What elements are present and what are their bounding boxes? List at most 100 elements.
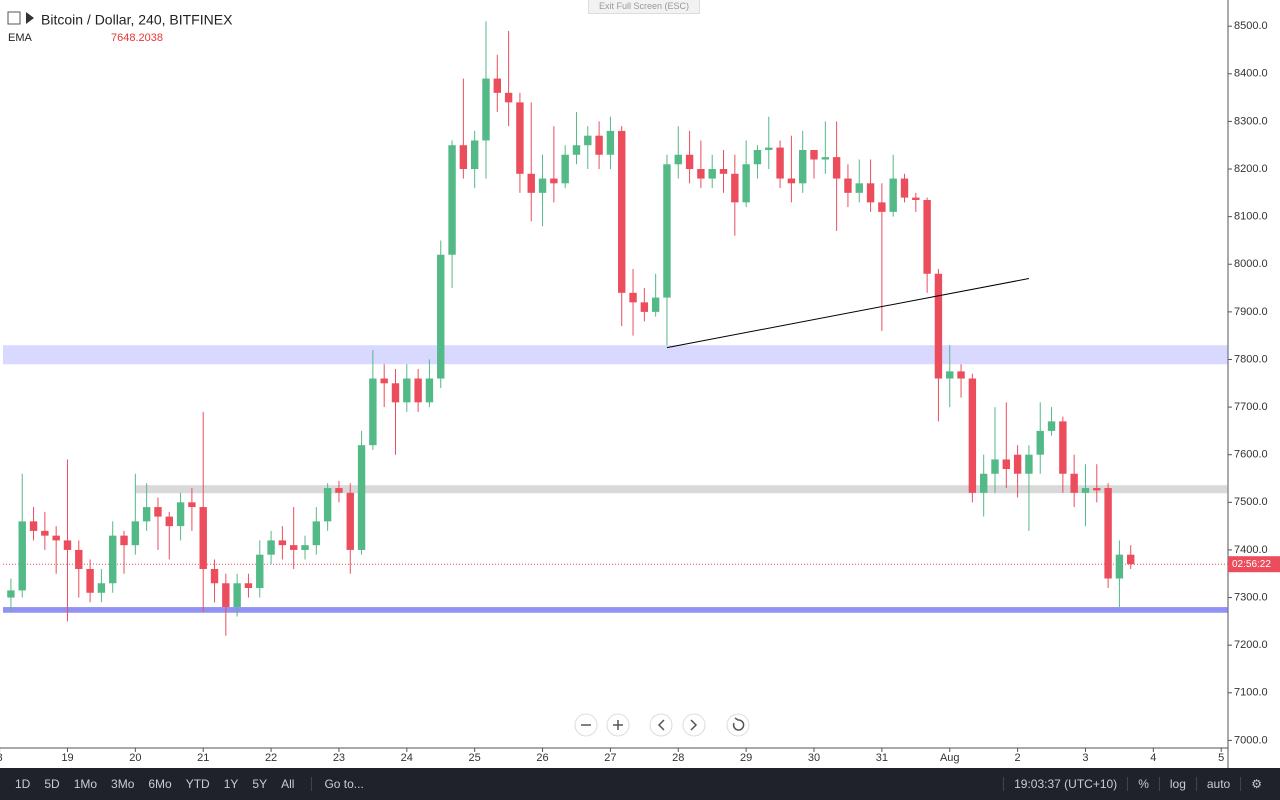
candle-body [448,145,456,255]
y-tick-label: 7500.0 [1234,496,1268,508]
candle-body [912,197,920,200]
scale-option[interactable]: auto [1195,777,1240,791]
candle-body [52,535,60,541]
scroll-left[interactable] [649,713,673,737]
candle-body [493,78,501,93]
candle-body [437,254,445,379]
range-button[interactable]: 6Mo [148,777,172,791]
candle-body [222,583,230,608]
scroll-left-icon [657,719,665,731]
candle-body [1081,488,1090,493]
range-button[interactable]: 1Y [223,777,239,791]
x-tick-label: 24 [401,752,413,764]
candle-body [1013,454,1022,474]
goto-button[interactable]: Go to... [311,777,370,791]
candle-body [731,173,739,203]
candle-body [86,568,94,593]
candle-body [188,502,196,508]
range-button[interactable]: 1Mo [73,777,98,791]
x-tick-label: Aug [940,752,960,764]
bottom-toolbar: 1D 5D 1Mo 3Mo 6Mo YTD 1Y 5Y All Go to... 19:03:3… [0,768,1280,800]
plot [3,21,1229,636]
candle-body [663,164,671,298]
candle-body [516,102,524,174]
zoom-in-icon [613,720,623,730]
candle-body [810,149,818,160]
range-button[interactable]: 5Y [252,777,268,791]
exit-fullscreen[interactable]: Exit Full Screen (ESC) [588,0,700,14]
y-tick-label: 7700.0 [1234,401,1268,413]
range-button[interactable]: YTD [185,777,210,791]
candle-body [1047,421,1056,431]
candle-body [1127,554,1135,565]
candle-body [1104,488,1112,579]
scroll-right[interactable] [682,713,706,737]
countdown: 02:56:22 [1232,559,1271,570]
x-tick-label: 29 [740,752,752,764]
x-tick-label: 19 [61,752,73,764]
y-tick-label: 8200.0 [1234,163,1268,175]
x-tick-label: 31 [876,752,888,764]
y-tick-label: 7200.0 [1234,639,1268,651]
candle-body [470,140,479,170]
candle-body [708,169,716,179]
candle-body [357,445,366,550]
candle-body [979,473,988,493]
range-buttons: 1D 5D 1Mo 3Mo 6Mo YTD 1Y 5Y All [0,777,301,791]
candle-body [1002,459,1011,469]
y-tick-label: 7400.0 [1234,544,1268,556]
candle-body [572,145,581,155]
candle-body [844,178,852,193]
candle-body [459,145,468,170]
candle-body [256,554,264,589]
candle-body [233,583,241,608]
range-button[interactable]: 5D [44,777,60,791]
candle-body [278,540,287,546]
candle-body [946,371,954,379]
range-button[interactable]: All [281,777,295,791]
x-tick-label: 21 [197,752,209,764]
candle-body [629,292,637,303]
candle-body [651,297,660,312]
x-tick-label: 2 [1015,752,1021,764]
candle-body [584,135,592,146]
candle-body [866,183,875,203]
candle-body [765,147,773,150]
candle-body [561,154,569,184]
toolbar-right: 19:03:37 (UTC+10) % log auto ⚙ [1003,777,1280,791]
x-tick-label: 8 [0,752,3,764]
x-tick-label: 28 [672,752,684,764]
candle-body [120,535,128,546]
candle-body [199,507,207,569]
candle-body [991,459,999,474]
candle-body [900,178,909,198]
candle-body [606,130,615,155]
candle-body [131,521,140,546]
x-tick-label: 4 [1150,752,1156,764]
y-tick-label: 8000.0 [1234,258,1268,270]
y-tick-label: 7800.0 [1234,353,1268,365]
scale-option[interactable]: log [1158,777,1196,791]
candle-body [1093,488,1101,491]
scale-option[interactable]: % [1127,777,1159,791]
candle-body [753,149,762,165]
x-tick-label: 3 [1082,752,1088,764]
candle-body [968,378,977,493]
candle-body [323,488,332,522]
range-button[interactable]: 3Mo [111,777,135,791]
candle-body [29,521,38,531]
candle-body [1115,554,1124,579]
compare-icon[interactable] [26,12,34,24]
reset[interactable] [726,713,750,737]
clock: 19:03:37 (UTC+10) [1003,777,1127,791]
collapse-icon[interactable] [7,11,21,25]
candle-body [923,199,931,274]
candle-body [154,507,162,517]
candle-body [1025,454,1033,474]
candle-body [934,273,943,379]
candle-body [75,549,83,569]
candle-body [210,568,219,584]
candle-body [109,535,117,584]
range-button[interactable]: 1D [15,777,31,791]
candle-body [176,502,185,527]
